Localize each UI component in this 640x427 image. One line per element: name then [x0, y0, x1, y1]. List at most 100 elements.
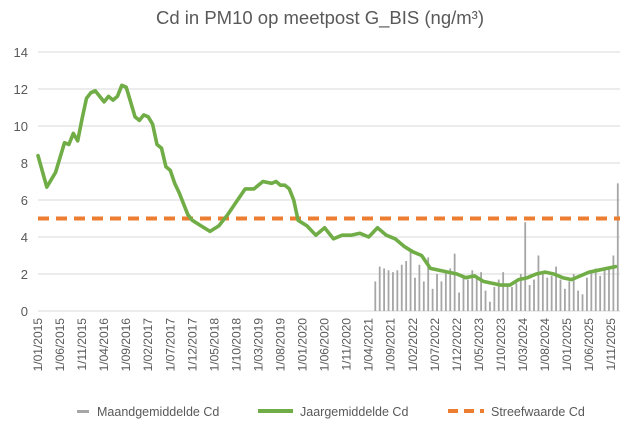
legend: Maandgemiddelde Cd Jaargemiddelde Cd Str…: [77, 405, 585, 419]
monthly-bar: [449, 268, 452, 311]
monthly-bar: [444, 272, 447, 311]
monthly-bar: [555, 266, 557, 311]
legend-item-jaargemiddelde: Jaargemiddelde Cd: [258, 405, 408, 419]
y-tick-label: 2: [21, 267, 28, 282]
monthly-bar: [563, 288, 566, 311]
monthly-bar: [466, 279, 469, 311]
x-tick-label: 1/05/2023: [472, 318, 486, 372]
monthly-bar: [608, 266, 610, 311]
monthly-bar: [550, 275, 553, 311]
monthly-bar: [546, 277, 549, 311]
monthly-bar: [594, 268, 597, 311]
monthly-bar: [612, 255, 615, 311]
monthly-bar: [581, 294, 584, 311]
monthly-bar: [616, 183, 619, 311]
x-tick-label: 1/06/2015: [53, 318, 67, 372]
monthly-bar: [431, 288, 434, 311]
monthly-bar: [603, 270, 606, 311]
monthly-bar: [440, 281, 443, 311]
x-tick-label: 1/10/2018: [229, 318, 243, 372]
monthly-bar: [409, 251, 412, 311]
x-tick-label: 1/05/2018: [207, 318, 221, 372]
legend-item-maandgemiddelde: Maandgemiddelde Cd: [77, 405, 219, 419]
monthly-bar: [418, 264, 421, 311]
monthly-bar: [577, 290, 580, 311]
monthly-bar: [436, 274, 438, 311]
monthly-bar: [586, 277, 588, 311]
monthly-bar: [493, 286, 496, 311]
monthly-bar: [559, 279, 562, 311]
monthly-bar: [506, 285, 509, 311]
y-tick-label: 8: [21, 156, 28, 171]
grid-layer: [38, 51, 620, 312]
monthly-bar: [405, 261, 408, 311]
monthly-bar: [489, 301, 491, 311]
legend-swatch-maandgemiddelde: [77, 410, 89, 413]
y-tick-label: 4: [21, 230, 28, 245]
x-tick-label: 1/01/2020: [296, 318, 310, 372]
x-tick-label: 1/03/2019: [251, 318, 265, 372]
monthly-bar: [533, 279, 535, 311]
x-tick-label: 1/08/2019: [274, 318, 288, 372]
x-tick-label: 1/12/2017: [185, 318, 199, 372]
monthly-bar: [378, 266, 381, 311]
x-tick-label: 1/10/2023: [494, 318, 508, 372]
x-tick-label: 1/01/2015: [31, 318, 45, 372]
monthly-bar: [568, 281, 571, 311]
monthly-bar: [524, 222, 527, 311]
monthly-bar: [396, 270, 399, 311]
x-tick-label: 1/09/2016: [119, 318, 133, 372]
monthly-bar: [387, 270, 390, 311]
monthly-bar: [599, 275, 602, 311]
legend-item-streefwaarde: Streefwaarde Cd: [448, 405, 585, 419]
monthly-bar: [497, 279, 500, 311]
x-tick-label: 1/11/2015: [75, 318, 89, 371]
monthly-bar: [590, 270, 593, 311]
x-tick-label: 1/06/2020: [318, 318, 332, 372]
legend-label-streefwaarde: Streefwaarde Cd: [491, 405, 585, 419]
y-tick-label: 0: [21, 304, 28, 319]
y-axis-ticks: 0 2 4 6 8 10 12 14: [14, 45, 28, 319]
y-tick-label: 12: [14, 82, 28, 97]
monthly-bar: [383, 268, 386, 311]
monthly-bar: [414, 277, 416, 311]
x-tick-label: 1/07/2022: [428, 318, 442, 372]
monthly-bar: [511, 286, 513, 311]
monthly-bar: [475, 275, 478, 311]
monthly-bar: [400, 264, 403, 311]
monthly-bar: [519, 274, 522, 311]
monthly-bar: [515, 283, 518, 311]
legend-label-maandgemiddelde: Maandgemiddelde Cd: [97, 405, 219, 419]
monthly-bar: [471, 270, 474, 311]
x-tick-label: 1/02/2017: [141, 318, 155, 372]
chart-title: Cd in PM10 op meetpost G_BIS (ng/m³): [156, 7, 484, 29]
x-tick-label: 1/02/2022: [406, 318, 420, 372]
y-tick-label: 14: [14, 45, 28, 60]
x-tick-label: 1/06/2025: [582, 318, 596, 372]
x-tick-label: 1/11/2020: [340, 318, 354, 371]
line-layer: [36, 83, 618, 287]
x-tick-label: 1/08/2024: [538, 318, 552, 372]
monthly-bar: [572, 274, 575, 311]
bar-layer: [374, 183, 619, 311]
x-tick-label: 1/04/2021: [362, 318, 376, 372]
x-axis-ticks: 1/01/2015 1/06/2015 1/11/2015 1/04/2016 1/09…: [31, 318, 618, 372]
monthly-bar: [427, 257, 430, 311]
monthly-bar: [453, 253, 456, 311]
monthly-bar: [528, 285, 531, 311]
x-tick-label: 1/04/2016: [97, 318, 111, 372]
x-tick-label: 1/12/2022: [450, 318, 464, 372]
monthly-bar: [462, 275, 465, 311]
monthly-bar: [541, 274, 544, 311]
x-tick-label: 1/09/2021: [384, 318, 398, 372]
monthly-bar: [458, 292, 460, 311]
monthly-bar: [480, 272, 483, 311]
x-tick-label: 1/03/2024: [516, 318, 530, 372]
monthly-bar: [392, 272, 394, 311]
monthly-bar: [537, 255, 540, 311]
x-tick-label: 1/11/2025: [604, 318, 618, 371]
monthly-bar: [484, 290, 487, 311]
x-tick-label: 1/01/2025: [560, 318, 574, 372]
